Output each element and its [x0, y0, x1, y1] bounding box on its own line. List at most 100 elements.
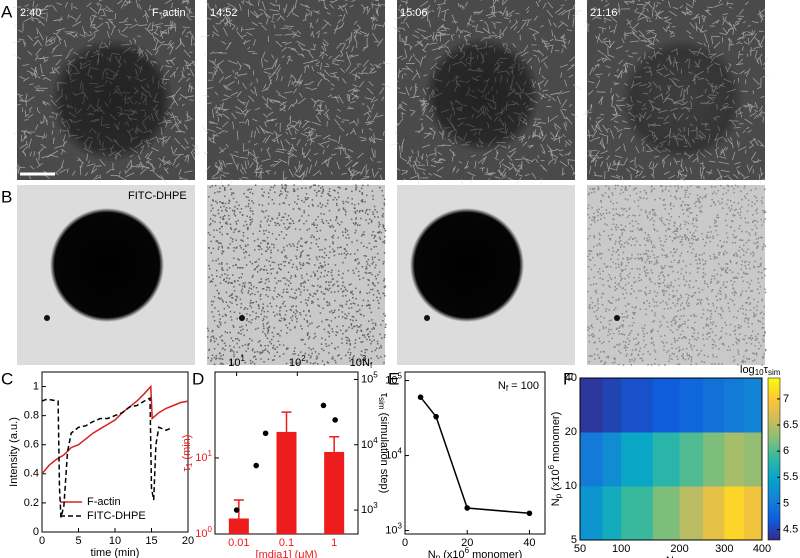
- heat-cell: [679, 378, 704, 433]
- x-tick-label: 15: [145, 535, 157, 547]
- x-tick-label: 300: [715, 543, 733, 555]
- text-piece: 1: [208, 449, 213, 458]
- heat-cell: [621, 378, 654, 433]
- x-tick-label: 0: [39, 535, 45, 547]
- heat-cell: [703, 432, 725, 487]
- text-piece: 10: [350, 357, 362, 369]
- heat-cell: [602, 378, 622, 433]
- series-line: [41, 384, 189, 475]
- timestamp: 14:52: [210, 7, 238, 19]
- x-tick-label: 5: [75, 535, 81, 547]
- actin-hole: [50, 38, 174, 162]
- marker: [417, 394, 424, 400]
- heat-cell: [652, 432, 681, 487]
- heat-cell: [602, 432, 622, 487]
- x-tick-label: 20: [182, 535, 194, 547]
- y-tick-label: 103: [385, 522, 402, 537]
- text-piece: 3: [362, 354, 367, 363]
- heat-cell: [743, 378, 763, 433]
- text-piece: N: [666, 555, 674, 558]
- text-piece: 10: [195, 452, 207, 464]
- x-axis-label: time (min): [91, 547, 140, 558]
- text-piece: (x10: [550, 469, 562, 493]
- y-tick-label: 0: [33, 526, 39, 538]
- text-piece: (simulation step): [378, 410, 390, 494]
- text-piece: 0: [208, 525, 213, 534]
- series-line: [420, 396, 530, 515]
- x2-tick-label: 102: [289, 354, 306, 369]
- text-piece: 10: [228, 357, 240, 369]
- micrographs: [10, 0, 770, 366]
- plot-frame: [404, 371, 546, 535]
- text-piece: τ: [181, 466, 193, 471]
- bar: [276, 431, 297, 534]
- x-tick-label: 20: [461, 537, 473, 549]
- actin-hole: [620, 38, 744, 162]
- colorbar: [767, 377, 781, 541]
- plot-frame: [579, 377, 763, 541]
- heat-cell: [743, 432, 763, 487]
- y-tick-label: 100: [195, 525, 212, 540]
- text-piece: N: [428, 549, 436, 558]
- panel-label: A: [1, 2, 13, 21]
- debris: [44, 315, 50, 321]
- debris: [239, 315, 245, 321]
- text-piece: N: [498, 380, 506, 392]
- heat-cell: [580, 432, 603, 487]
- text-piece: 10: [385, 374, 397, 386]
- legend-label: F-actin: [87, 496, 121, 508]
- series-line: [41, 396, 171, 518]
- text-piece: N: [550, 498, 562, 506]
- dot: [332, 417, 338, 423]
- heat-cell: [652, 378, 681, 433]
- x2-tick-label: 101: [228, 354, 245, 369]
- heat-cell: [580, 378, 603, 433]
- timestamp: 2:40: [20, 7, 41, 19]
- text-piece: 10: [385, 449, 397, 461]
- text-piece: N: [362, 357, 370, 369]
- text-piece: 10: [361, 373, 373, 385]
- text-piece: sim: [377, 397, 386, 410]
- y-tick-label: 104: [385, 447, 402, 462]
- text-piece: 4: [373, 436, 378, 445]
- text-piece: monomer): [550, 412, 562, 465]
- x-tick-label: 10: [109, 535, 121, 547]
- text-piece: = 100: [508, 380, 539, 392]
- legend-label: FITC-DHPE: [87, 510, 146, 522]
- heat-cell: [724, 432, 745, 487]
- heat-cell: [602, 486, 622, 541]
- x-axis-label: Nf: [666, 555, 677, 558]
- lipid-hole: [410, 208, 524, 322]
- lipid-noise: [207, 184, 387, 366]
- text-piece: 4: [398, 447, 403, 456]
- lipid-noise: [587, 184, 767, 366]
- text-piece: 10: [385, 524, 397, 536]
- colorbar-tick-label: 6.5: [783, 419, 798, 431]
- plot-frame: [41, 371, 189, 533]
- text-piece: (min): [181, 435, 193, 463]
- x-tick-label: 100: [612, 543, 630, 555]
- bar: [324, 451, 345, 534]
- text-piece: 1: [241, 354, 246, 363]
- dot: [262, 430, 269, 437]
- x-tick-label: 400: [753, 543, 771, 555]
- actin-hole: [424, 37, 540, 153]
- actin-filaments: [199, 0, 391, 188]
- heat-cell: [724, 378, 745, 433]
- dot: [320, 402, 327, 409]
- marker: [464, 505, 471, 511]
- marker: [433, 413, 439, 420]
- x-tick-label: 1: [331, 537, 337, 549]
- text-piece: f: [506, 384, 509, 393]
- y-tick-label: 1: [33, 380, 39, 392]
- heat-cell: [652, 486, 681, 541]
- text-piece: 6: [465, 546, 470, 555]
- x-tick-label: 40: [523, 537, 535, 549]
- y-tick-label: 0.2: [24, 497, 39, 509]
- debris: [424, 315, 430, 321]
- y-tick-label: 0.6: [24, 439, 39, 451]
- text-piece: f: [370, 361, 373, 370]
- colorbar-tick-label: 6: [783, 445, 789, 457]
- x2-axis-label: Nf: [362, 357, 373, 370]
